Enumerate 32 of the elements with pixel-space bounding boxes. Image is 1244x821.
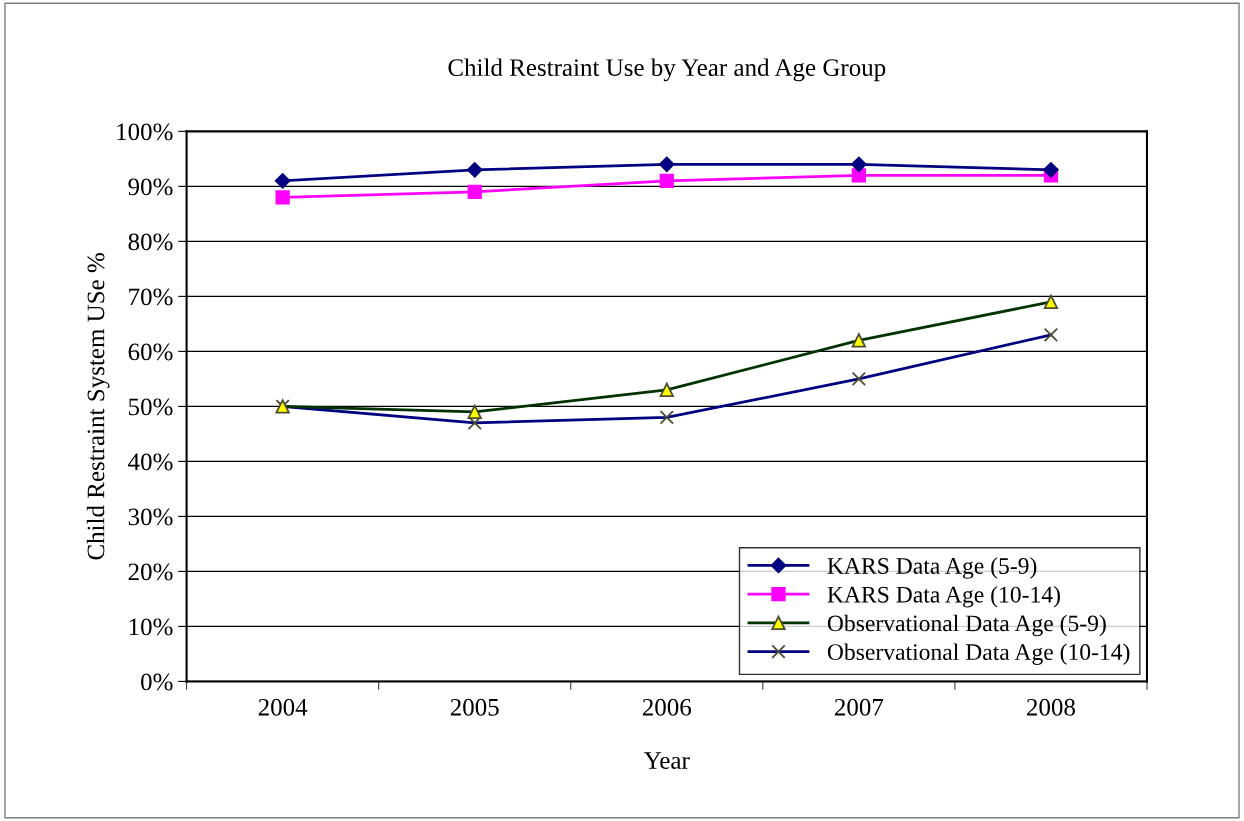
point — [659, 156, 675, 173]
y-tick-label: 90% — [128, 178, 173, 196]
y-tick-label: 60% — [128, 343, 173, 361]
point — [1043, 162, 1059, 178]
point — [467, 184, 482, 200]
y-tick-label: 30% — [128, 508, 173, 526]
y-tick-label: 0% — [141, 673, 173, 691]
y-tick-label: 40% — [128, 453, 173, 471]
x-axis-title: Year — [644, 752, 690, 769]
chart-title: Child Restraint Use by Year and Age Group — [448, 58, 886, 82]
y-tick-label: 10% — [129, 618, 173, 636]
legend-label: KARS Data Age (5-9) — [827, 557, 1037, 579]
point — [275, 190, 290, 205]
point — [274, 173, 291, 189]
legend-label: Observational Data Age (10-14) — [827, 643, 1130, 665]
point — [851, 156, 867, 173]
y-tick-label: 80% — [128, 233, 173, 251]
y-tick-label: 100% — [117, 123, 173, 141]
y-tick-label: 20% — [128, 563, 173, 581]
x-tick-label: 2008 — [1027, 698, 1075, 716]
y-tick-label: 70% — [129, 288, 173, 306]
x-tick-label: 2004 — [258, 698, 308, 716]
legend-label: KARS Data Age (10-14) — [827, 586, 1060, 608]
y-tick-label: 50% — [129, 398, 173, 416]
point — [659, 173, 674, 189]
y-axis-title: Child Restraint System USe % — [86, 253, 110, 560]
x-tick-label: 2005 — [450, 698, 499, 716]
x-tick-label: 2006 — [642, 698, 692, 716]
legend-label: Observational Data Age (5-9) — [827, 614, 1106, 637]
point — [851, 168, 867, 183]
x-tick-label: 2007 — [834, 698, 884, 716]
point — [466, 162, 483, 178]
